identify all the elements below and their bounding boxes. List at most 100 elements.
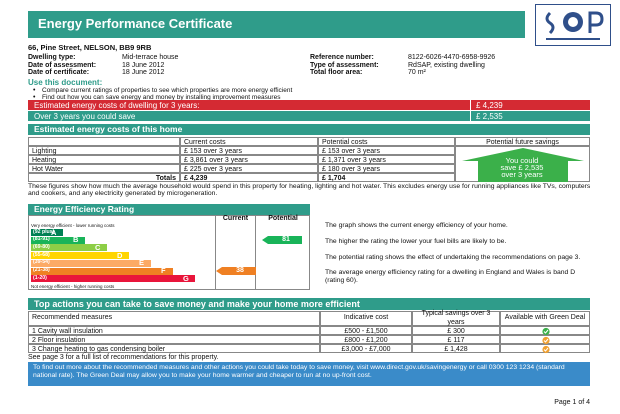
detail-label: Reference number: [310,54,374,61]
band-letter: D [117,250,123,260]
detail-value: 70 m² [408,69,426,76]
typical-saving: £ 117 [412,335,500,344]
detail-value: RdSAP, existing dwelling [408,61,485,69]
band: (55-68) [31,252,129,260]
rating-top: Very energy efficient - lower running co… [31,223,115,228]
typical-saving: £ 300 [412,326,500,335]
page-number: Page 1 of 4 [554,399,590,406]
current-rating [216,267,256,275]
title-bar: Energy Performance Certificate [28,11,525,38]
savings-text: You could [505,156,539,165]
bullet-dot: • [33,87,36,94]
potential-rating-shape [262,236,302,245]
detail-value: 18 June 2012 [122,61,165,69]
band-letter: C [95,242,101,252]
indicative-cost: £500 - £1,500 [320,326,412,335]
cost-cell: £ 180 over 3 years [318,164,455,173]
measure: 2 Floor insulation [28,335,320,344]
detail-label: Date of assessment: [28,61,97,69]
cost-cell: £ 3,861 over 3 years [180,155,318,164]
actions-note: See page 3 for a full list of recommenda… [28,354,219,361]
footer-box: To find out more about the recommended m… [28,362,590,386]
band-letter: F [161,266,166,275]
detail-value: 8122-6026-4470-6958-9926 [408,54,496,61]
band: (81-91) [31,236,85,244]
rating-frame [28,215,310,290]
column-header: Current costs [180,137,318,146]
costs-note: These figures show how much the average … [28,183,591,198]
indicative-cost: £3,000 - £7,000 [320,344,412,353]
section-bar: Top actions you can take to save money a… [28,298,590,310]
band-letter: B [73,235,79,245]
band: (21-38) [31,267,173,275]
bullet-text: Find out how you can save energy and mon… [42,93,281,101]
band-letter: A [51,227,57,237]
section-bar: Estimated energy costs of this home [28,124,590,135]
rating-col: Current [215,215,255,223]
detail-label: Total floor area: [310,69,363,76]
savings-arrow [462,148,584,182]
cost-cell: £ 153 over 3 years [318,146,455,155]
column-header: Recommended measures [28,311,320,326]
potential-rating-value: 81 [282,236,290,244]
row-label: Lighting [28,146,180,155]
rating-col: Potential [255,215,310,223]
column-header: Potential costs [318,137,455,146]
green-deal [500,335,590,345]
row-label: Totals [28,173,180,182]
cost-cell: £ 153 over 3 years [180,146,318,155]
rating-note: The average energy efficiency rating for… [325,269,576,284]
col-line [215,223,216,290]
column-header: Available with Green Deal [500,311,590,326]
band-letter: E [139,258,145,268]
rating-note: The potential rating shows the effect of… [325,254,581,261]
row-label: Heating [28,155,180,164]
column-header: Indicative cost [320,311,412,326]
green-deal-icon [542,345,550,354]
detail-label: Date of certificate: [28,69,90,76]
detail-label: Dwelling type: [28,54,76,61]
rating-bottom: Not energy efficient - higher running co… [31,284,115,289]
cost-cell: £ 225 over 3 years [180,164,318,173]
summary-value: £ 2,535 [471,111,590,121]
column-header: Potential future savings [455,137,590,146]
band: (39-54) [31,259,151,267]
green-deal [500,326,590,336]
rating-note: The graph shows the current energy effic… [325,222,508,229]
bullet-text: Compare current ratings of properties to… [42,87,293,94]
measure: 1 Cavity wall insulation [28,326,320,335]
cost-cell: £ 1,704 [318,173,455,182]
green-deal-icon [542,327,550,336]
detail-value: Mid-terrace house [122,54,179,61]
summary-bar: Estimated energy costs of dwelling for 3… [28,100,470,110]
detail-value: 18 June 2012 [122,69,165,76]
detail-label: Type of assessment: [310,61,379,69]
address: 66, Pine Street, NELSON, BB9 9RB [28,43,152,52]
column-header: Typical savings over 3 years [412,310,500,326]
summary-value: £ 4,239 [471,100,590,110]
band-letter: G [183,273,189,283]
measure: 3 Change heating to gas condensing boile… [28,344,320,353]
savings-text: save £ 2,535 [500,163,544,172]
summary-bar: Over 3 years you could save [28,111,470,121]
band: (1-20) [31,275,195,283]
green-deal-icon [542,336,550,345]
col-line [255,223,256,290]
typical-saving: £ 1,428 [412,344,500,353]
row-label: Hot Water [28,164,180,173]
blank-cell [28,137,180,146]
band: (69-80) [31,244,107,252]
logo-graphic [545,11,604,40]
current-rating-shape [216,267,256,275]
cost-cell: £ 4,239 [180,173,318,182]
green-deal [500,344,590,354]
savings-cell [455,146,590,182]
indicative-cost: £800 - £1,200 [320,335,412,344]
rating-note: The higher the rating the lower your fue… [325,238,507,245]
potential-rating [262,236,302,245]
bullet-dot: • [33,93,36,101]
savings-text: over 3 years [501,170,543,179]
sap-logo [535,4,611,46]
use-heading: Use this document: [28,78,103,87]
